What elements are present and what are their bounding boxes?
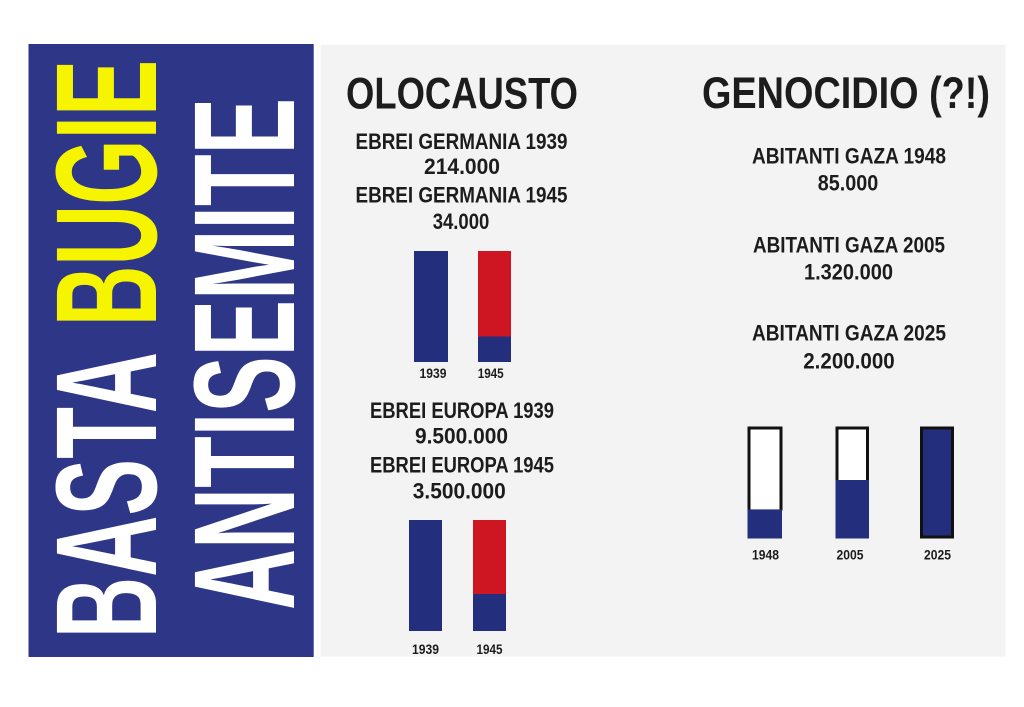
svg-text:2025: 2025 [924,547,951,563]
svg-text:2005: 2005 [837,547,864,563]
svg-text:ABITANTI GAZA 1948: ABITANTI GAZA 1948 [752,143,946,168]
svg-text:BUGIE: BUGIE [26,60,187,326]
svg-text:ANTISEMITE: ANTISEMITE [164,98,325,610]
svg-text:1939: 1939 [412,641,439,657]
svg-text:2.200.000: 2.200.000 [803,348,895,373]
svg-text:EBREI EUROPA 1939: EBREI EUROPA 1939 [370,398,554,423]
svg-text:3.500.000: 3.500.000 [413,478,506,503]
svg-text:OLOCAUSTO: OLOCAUSTO [346,70,578,119]
svg-text:ABITANTI GAZA 2025: ABITANTI GAZA 2025 [752,320,946,345]
svg-text:BASTA: BASTA [26,352,187,638]
svg-text:1939: 1939 [420,365,447,381]
svg-text:GENOCIDIO (?!): GENOCIDIO (?!) [702,69,990,118]
svg-text:1945: 1945 [478,365,504,381]
svg-text:ABITANTI GAZA 2005: ABITANTI GAZA 2005 [753,232,945,257]
svg-text:214.000: 214.000 [424,154,500,179]
svg-text:EBREI GERMANIA 1945: EBREI GERMANIA 1945 [356,182,568,207]
svg-text:EBREI EUROPA 1945: EBREI EUROPA 1945 [370,452,554,477]
svg-text:EBREI GERMANIA 1939: EBREI GERMANIA 1939 [356,129,568,154]
svg-text:34.000: 34.000 [433,209,490,234]
svg-text:1945: 1945 [477,641,503,657]
svg-text:1948: 1948 [752,547,779,563]
svg-text:85.000: 85.000 [818,170,879,195]
svg-text:1.320.000: 1.320.000 [804,259,893,284]
svg-text:9.500.000: 9.500.000 [415,423,508,448]
